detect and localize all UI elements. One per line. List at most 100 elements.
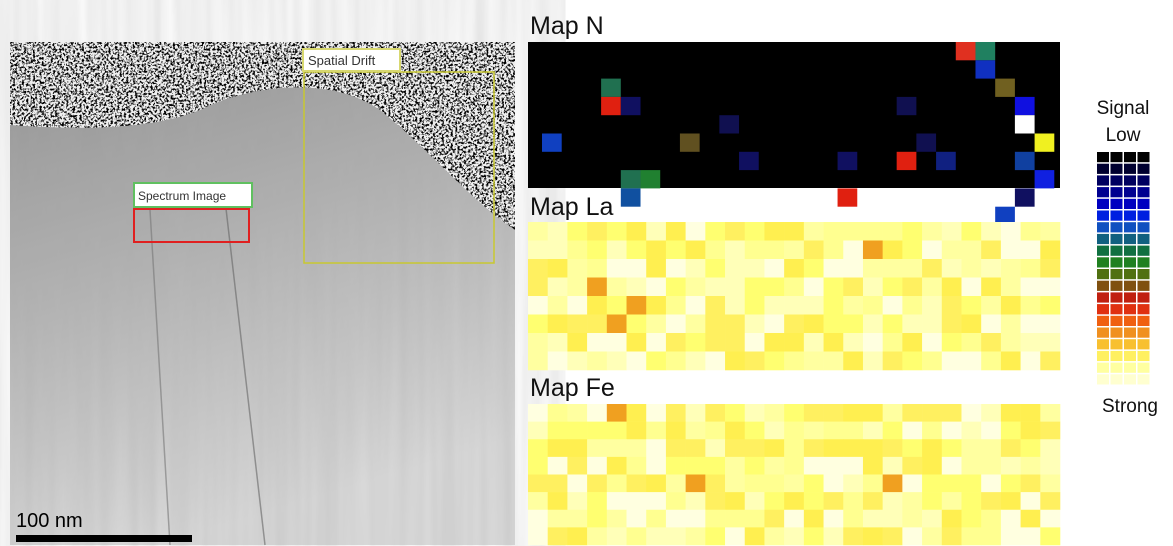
color-swatch <box>1110 175 1123 186</box>
color-swatch <box>1097 362 1109 373</box>
color-swatch <box>1137 163 1150 174</box>
map-pixel <box>626 351 647 371</box>
color-swatch <box>1137 339 1150 350</box>
map-pixel <box>725 240 746 260</box>
color-swatch <box>1097 257 1109 268</box>
map-pixel <box>862 474 883 493</box>
map-pixel <box>803 259 824 278</box>
map-pixel <box>1000 314 1021 334</box>
map-pixel <box>803 474 824 493</box>
map-pixel <box>528 259 549 278</box>
map-pixel <box>902 314 923 334</box>
map-pixel <box>784 439 805 458</box>
map-pixel <box>882 474 903 493</box>
map-pixel <box>1040 351 1061 371</box>
color-swatch <box>1110 362 1123 373</box>
map-pixel <box>882 222 903 241</box>
map-pixel <box>1000 240 1021 260</box>
map-pixel <box>725 527 746 546</box>
map-pixel <box>975 60 996 79</box>
map-pixel <box>685 296 706 315</box>
map-pixel <box>955 42 976 61</box>
map-pixel <box>705 404 726 422</box>
map-pixel <box>744 474 765 493</box>
tem-image: Spatial Drift Spectrum Image 100 nm <box>10 42 515 546</box>
map-pixel <box>606 240 627 260</box>
map-pixel <box>823 492 844 511</box>
map-pixel <box>587 474 608 493</box>
color-swatch <box>1124 269 1136 280</box>
map-pixel <box>981 277 1002 297</box>
map-pixel <box>685 222 706 241</box>
map-pixel <box>725 277 746 297</box>
map-pixel <box>587 240 608 260</box>
map-pixel <box>528 222 549 241</box>
map-pixel <box>646 439 667 458</box>
map-pixel <box>685 474 706 493</box>
map-pixel <box>862 333 883 352</box>
map-pixel <box>922 259 943 278</box>
map-pixel <box>1040 474 1061 493</box>
map-pixel <box>902 240 923 260</box>
map-pixel <box>640 170 661 189</box>
map-pixel <box>744 296 765 315</box>
map-pixel <box>665 492 686 511</box>
color-swatch <box>1137 269 1150 280</box>
map-pixel <box>665 296 686 315</box>
map-pixel <box>725 421 746 440</box>
map-pixel <box>784 314 805 334</box>
color-swatch <box>1110 304 1123 315</box>
map-pixel <box>626 439 647 458</box>
map-pixel <box>1040 314 1061 334</box>
map-pixel <box>1040 296 1061 315</box>
map-pixel <box>744 509 765 528</box>
map-pixel <box>685 277 706 297</box>
map-pixel <box>646 456 667 475</box>
color-swatch <box>1137 327 1150 338</box>
map-pixel <box>961 474 982 493</box>
map-pixel <box>705 527 726 546</box>
map-pixel <box>626 527 647 546</box>
map-pixel <box>803 240 824 260</box>
map-pixel <box>646 509 667 528</box>
map-pixel <box>705 277 726 297</box>
map-pixel <box>606 351 627 371</box>
map-pixel <box>1020 474 1041 493</box>
map-pixel <box>764 527 785 546</box>
map-pixel <box>981 474 1002 493</box>
map-pixel <box>902 333 923 352</box>
map-pixel <box>981 421 1002 440</box>
map-pixel <box>882 333 903 352</box>
map-pixel <box>1000 333 1021 352</box>
map-pixel <box>606 421 627 440</box>
map-pixel <box>567 421 588 440</box>
map-pixel <box>1040 421 1061 440</box>
map-pixel <box>744 277 765 297</box>
map-pixel <box>606 277 627 297</box>
map-pixel <box>547 474 568 493</box>
map-pixel <box>922 404 943 422</box>
map-pixel <box>961 333 982 352</box>
map-pixel <box>744 222 765 241</box>
map-pixel <box>843 259 864 278</box>
map-pixel <box>744 333 765 352</box>
map-pixel <box>685 351 706 371</box>
map-pixel <box>1020 333 1041 352</box>
map-pixel <box>1000 404 1021 422</box>
map-pixel <box>1040 259 1061 278</box>
color-swatch <box>1137 315 1150 326</box>
map-pixel <box>941 222 962 241</box>
map-pixel <box>587 314 608 334</box>
color-swatch <box>1097 280 1109 291</box>
map-pixel <box>587 333 608 352</box>
map-pixel <box>1020 509 1041 528</box>
map-pixel <box>862 492 883 511</box>
map-pixel <box>744 421 765 440</box>
map-pixel <box>1040 240 1061 260</box>
map-pixel <box>1034 133 1055 152</box>
map-pixel <box>961 314 982 334</box>
map-pixel <box>941 421 962 440</box>
map-pixel <box>1014 151 1035 171</box>
